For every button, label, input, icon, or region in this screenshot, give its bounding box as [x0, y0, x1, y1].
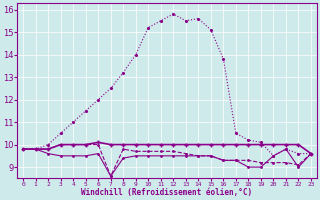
X-axis label: Windchill (Refroidissement éolien,°C): Windchill (Refroidissement éolien,°C) — [82, 188, 252, 197]
